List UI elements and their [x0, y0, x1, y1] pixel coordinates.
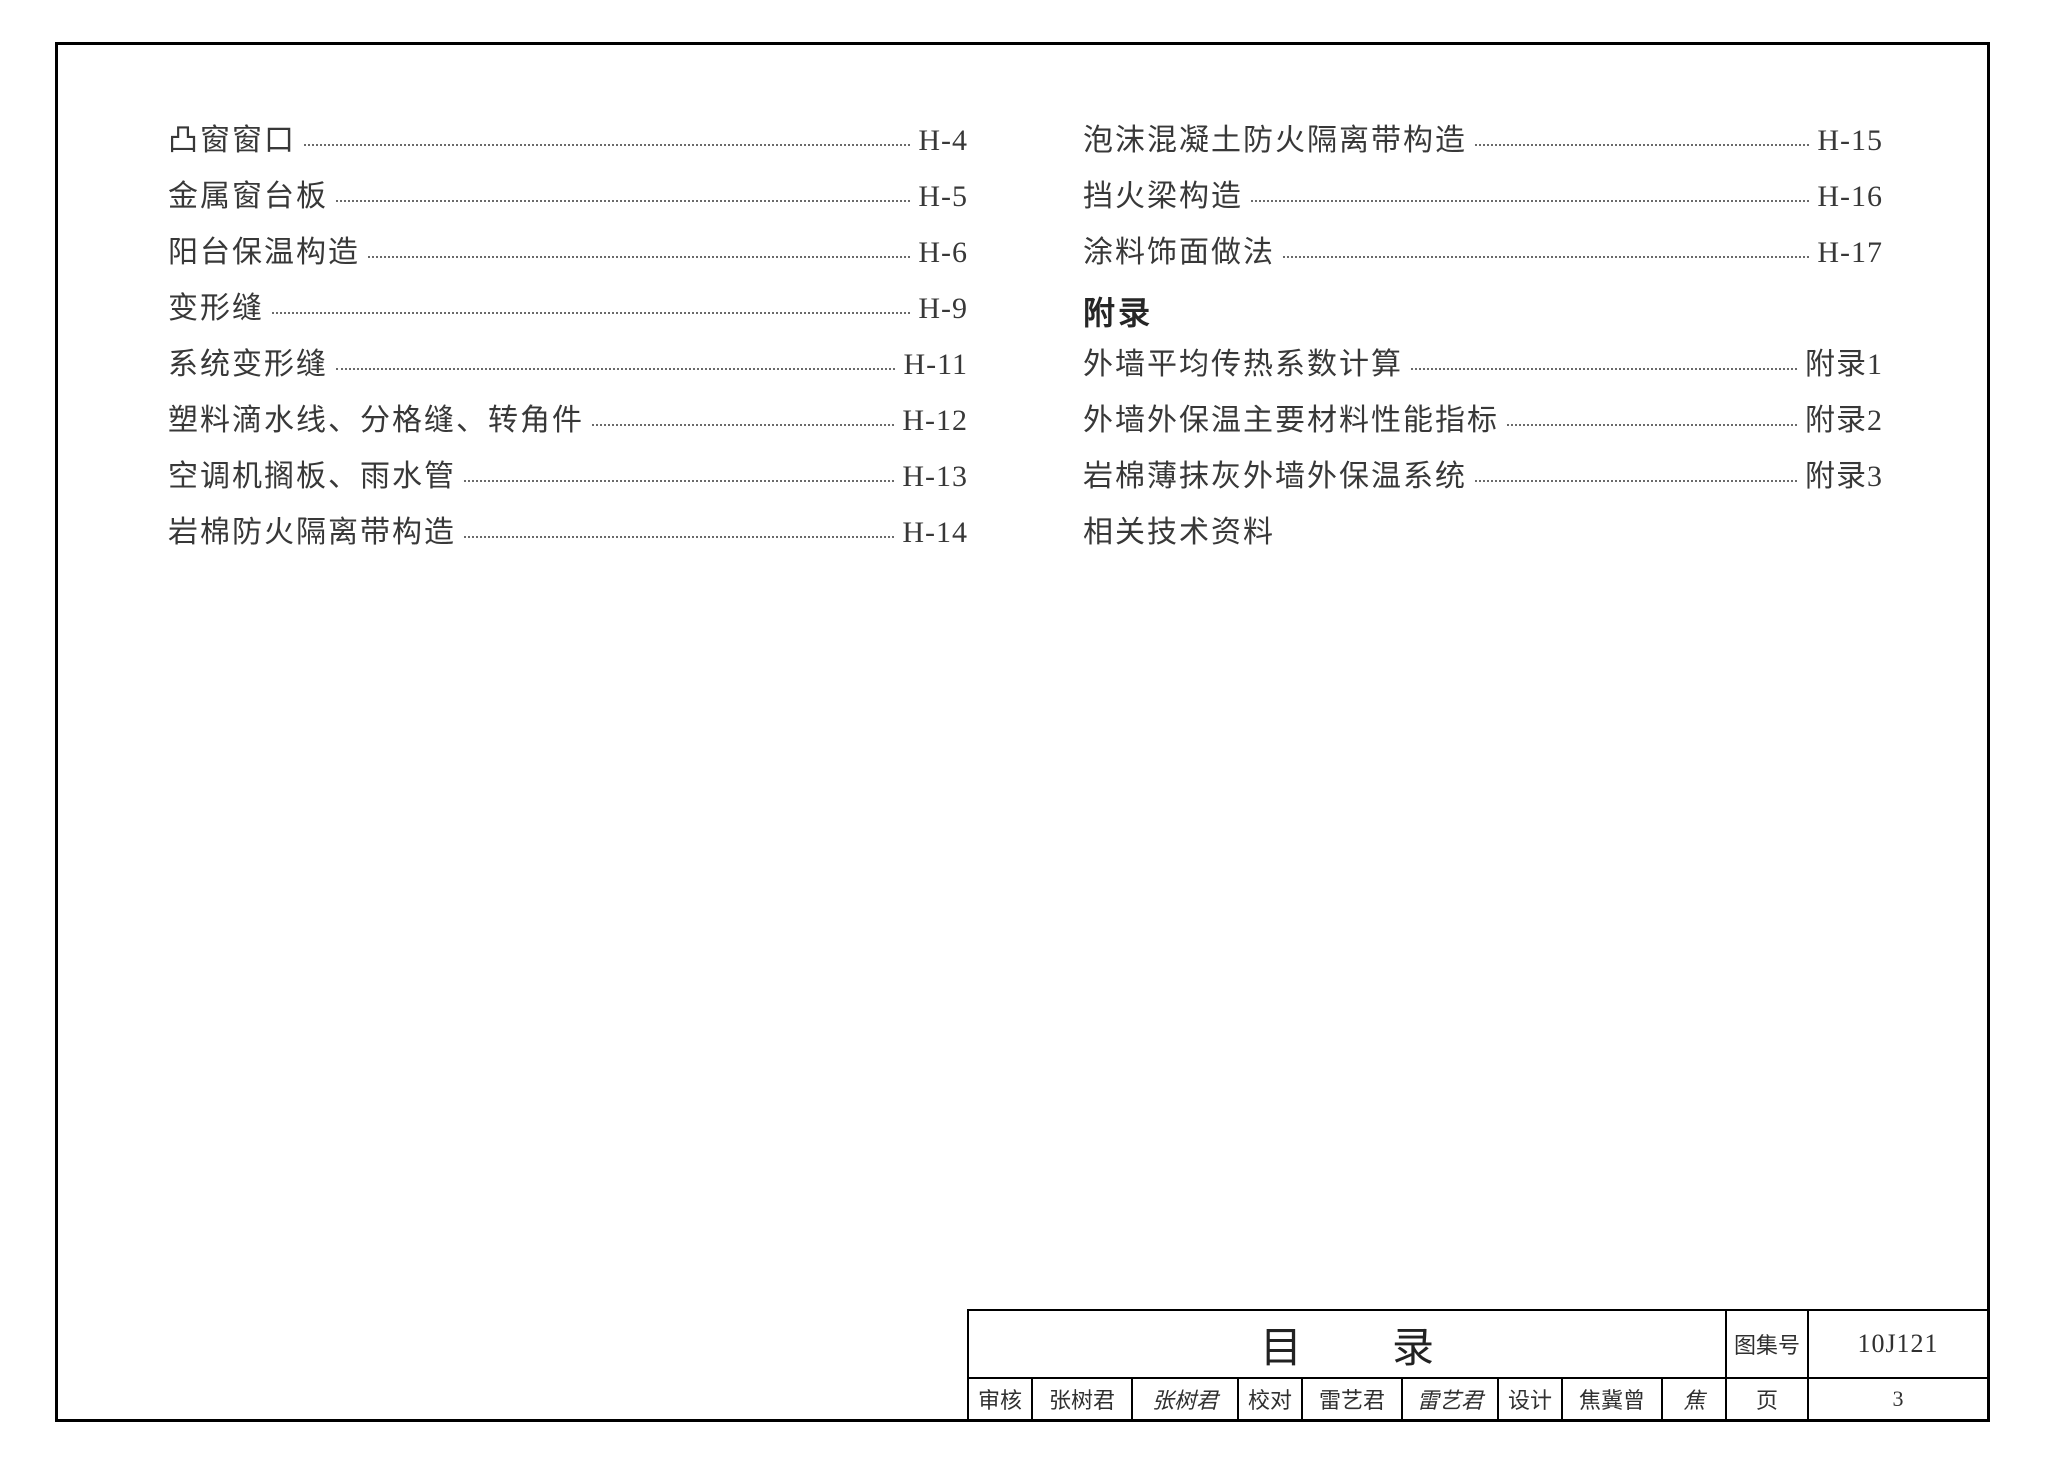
toc-row: 泡沫混凝土防火隔离带构造 H-15 — [1083, 115, 1883, 171]
toc-label: 挡火梁构造 — [1083, 171, 1243, 215]
toc-leader-dots — [464, 536, 894, 538]
toc-label: 系统变形缝 — [168, 339, 328, 383]
toc-leader-dots — [1475, 144, 1809, 146]
toc-leader-dots — [368, 256, 910, 258]
toc-label: 金属窗台板 — [168, 171, 328, 215]
toc-ref: H-4 — [918, 124, 968, 158]
toc-content: 凸窗窗口 H-4 金属窗台板 H-5 阳台保温构造 H-6 变形缝 H-9 系统… — [168, 115, 1883, 563]
toc-leader-dots — [336, 200, 910, 202]
toc-leader-dots — [592, 424, 894, 426]
design-signature: 焦 — [1663, 1379, 1727, 1419]
toc-leader-dots — [1283, 256, 1809, 258]
toc-label: 涂料饰面做法 — [1083, 227, 1275, 271]
title-block-top-row: 目录 图集号 10J121 — [969, 1311, 1987, 1377]
toc-ref: 附录2 — [1805, 395, 1883, 439]
toc-label: 凸窗窗口 — [168, 115, 296, 159]
toc-label: 泡沫混凝土防火隔离带构造 — [1083, 115, 1467, 159]
toc-leader-dots — [304, 144, 910, 146]
review-name: 张树君 — [1033, 1379, 1133, 1419]
atlas-value: 10J121 — [1809, 1311, 1987, 1377]
toc-label: 外墙外保温主要材料性能指标 — [1083, 395, 1499, 439]
toc-row: 外墙外保温主要材料性能指标 附录2 — [1083, 395, 1883, 451]
toc-label: 空调机搁板、雨水管 — [168, 451, 456, 495]
toc-row: 空调机搁板、雨水管 H-13 — [168, 451, 968, 507]
toc-label: 岩棉防火隔离带构造 — [168, 507, 456, 551]
toc-row: 变形缝 H-9 — [168, 283, 968, 339]
toc-leader-dots — [272, 312, 910, 314]
toc-ref: H-11 — [903, 348, 968, 382]
toc-row: 金属窗台板 H-5 — [168, 171, 968, 227]
toc-row: 岩棉薄抹灰外墙外保温系统 附录3 — [1083, 451, 1883, 507]
check-name: 雷艺君 — [1303, 1379, 1403, 1419]
toc-row: 挡火梁构造 H-16 — [1083, 171, 1883, 227]
atlas-label: 图集号 — [1727, 1311, 1809, 1377]
toc-ref: H-5 — [918, 180, 968, 214]
design-label: 设计 — [1499, 1379, 1563, 1419]
toc-label: 阳台保温构造 — [168, 227, 360, 271]
toc-ref: 附录3 — [1805, 451, 1883, 495]
toc-leader-dots — [1507, 424, 1797, 426]
toc-leader-dots — [1411, 368, 1797, 370]
toc-ref: H-14 — [902, 516, 968, 550]
review-label: 审核 — [969, 1379, 1033, 1419]
toc-leader-dots — [336, 368, 895, 370]
toc-ref: H-13 — [902, 460, 968, 494]
toc-row: 凸窗窗口 H-4 — [168, 115, 968, 171]
toc-ref: H-9 — [918, 292, 968, 326]
toc-right-column: 泡沫混凝土防火隔离带构造 H-15 挡火梁构造 H-16 涂料饰面做法 H-17… — [1083, 115, 1883, 563]
toc-row: 阳台保温构造 H-6 — [168, 227, 968, 283]
page-number: 3 — [1809, 1379, 1987, 1419]
toc-row: 塑料滴水线、分格缝、转角件 H-12 — [168, 395, 968, 451]
design-name: 焦冀曾 — [1563, 1379, 1663, 1419]
atlas-number-cell: 图集号 10J121 — [1727, 1311, 1987, 1377]
title-block-bottom-row: 审核 张树君 张树君 校对 雷艺君 雷艺君 设计 焦冀曾 焦 页 3 — [969, 1377, 1987, 1419]
toc-ref: H-12 — [902, 404, 968, 438]
review-signature: 张树君 — [1133, 1379, 1239, 1419]
toc-leader-dots — [464, 480, 894, 482]
toc-left-column: 凸窗窗口 H-4 金属窗台板 H-5 阳台保温构造 H-6 变形缝 H-9 系统… — [168, 115, 968, 563]
toc-plain-row: 相关技术资料 — [1083, 507, 1883, 563]
title-block: 目录 图集号 10J121 审核 张树君 张树君 校对 雷艺君 雷艺君 设计 焦… — [967, 1309, 1987, 1419]
appendix-heading: 附录 — [1083, 283, 1883, 339]
toc-row: 岩棉防火隔离带构造 H-14 — [168, 507, 968, 563]
toc-ref: H-16 — [1817, 180, 1883, 214]
toc-ref: 附录1 — [1805, 339, 1883, 383]
toc-label: 变形缝 — [168, 283, 264, 327]
document-title: 目录 — [969, 1311, 1727, 1377]
toc-row: 系统变形缝 H-11 — [168, 339, 968, 395]
toc-label: 岩棉薄抹灰外墙外保温系统 — [1083, 451, 1467, 495]
page-frame: 凸窗窗口 H-4 金属窗台板 H-5 阳台保温构造 H-6 变形缝 H-9 系统… — [55, 42, 1990, 1422]
toc-leader-dots — [1251, 200, 1809, 202]
toc-ref: H-6 — [918, 236, 968, 270]
toc-leader-dots — [1475, 480, 1797, 482]
check-label: 校对 — [1239, 1379, 1303, 1419]
toc-row: 外墙平均传热系数计算 附录1 — [1083, 339, 1883, 395]
toc-row: 涂料饰面做法 H-17 — [1083, 227, 1883, 283]
toc-label: 相关技术资料 — [1083, 507, 1275, 551]
check-signature: 雷艺君 — [1403, 1379, 1499, 1419]
toc-ref: H-15 — [1817, 124, 1883, 158]
toc-label: 外墙平均传热系数计算 — [1083, 339, 1403, 383]
page-label: 页 — [1727, 1379, 1809, 1419]
toc-label: 塑料滴水线、分格缝、转角件 — [168, 395, 584, 439]
toc-ref: H-17 — [1817, 236, 1883, 270]
